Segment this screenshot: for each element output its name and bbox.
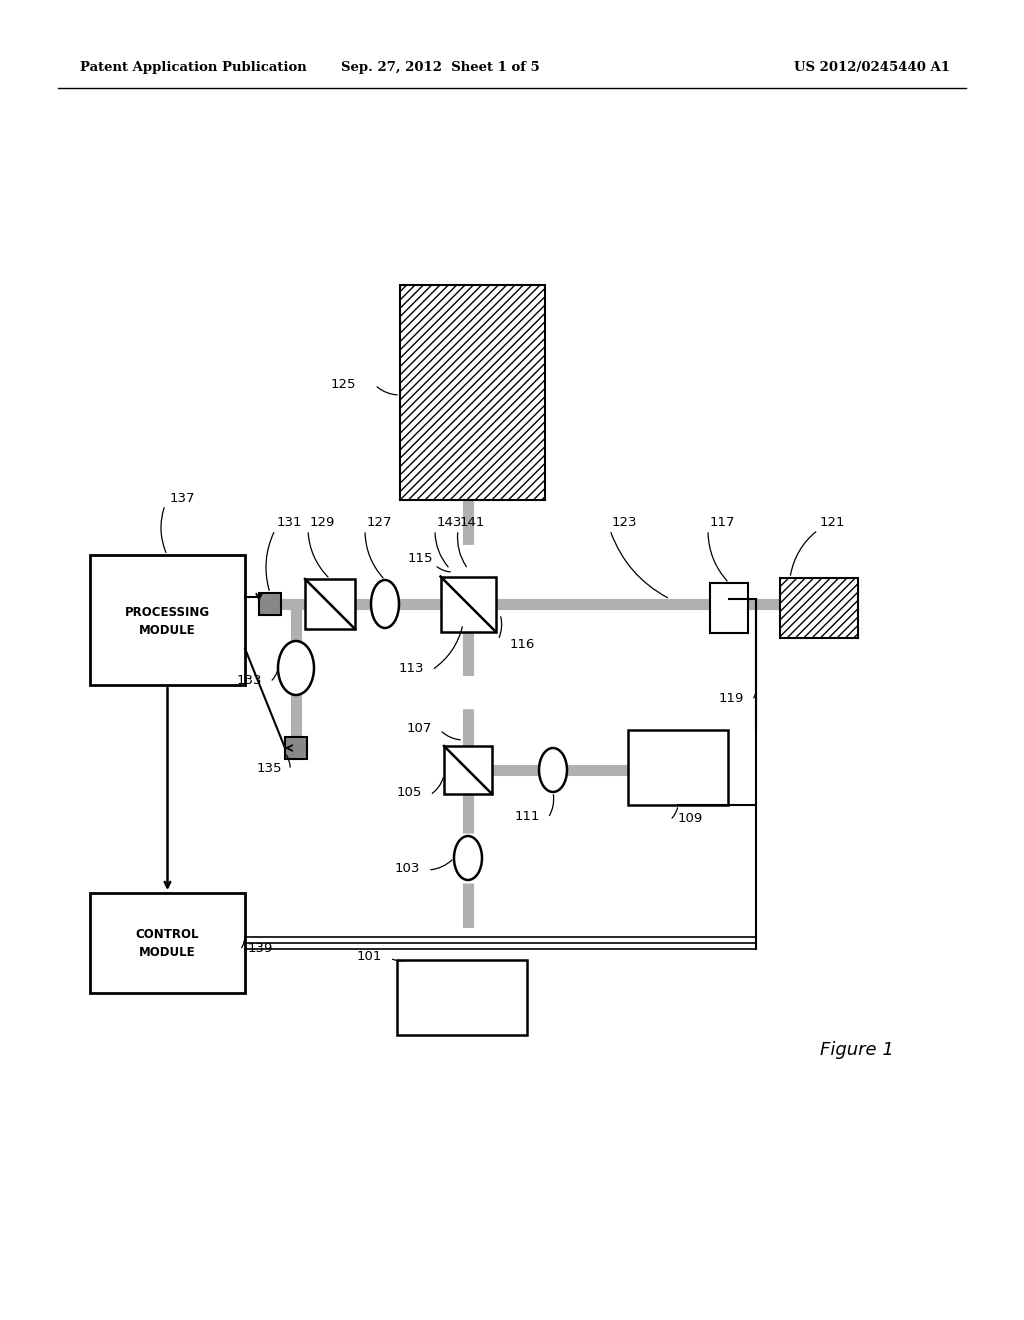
Text: 131: 131 bbox=[278, 516, 302, 529]
Text: 129: 129 bbox=[310, 516, 336, 529]
Text: 116: 116 bbox=[510, 639, 536, 652]
Bar bbox=[400, 285, 545, 500]
Text: 101: 101 bbox=[356, 949, 382, 962]
Text: 123: 123 bbox=[612, 516, 638, 529]
Bar bbox=[444, 746, 492, 795]
Text: 111: 111 bbox=[514, 809, 540, 822]
Text: 135: 135 bbox=[256, 762, 282, 775]
Text: MODULE: MODULE bbox=[139, 623, 196, 636]
Text: 107: 107 bbox=[407, 722, 432, 734]
Bar bbox=[285, 737, 307, 759]
Text: 109: 109 bbox=[678, 812, 703, 825]
Text: PROCESSING: PROCESSING bbox=[125, 606, 210, 619]
Text: 141: 141 bbox=[460, 516, 485, 529]
Text: Patent Application Publication: Patent Application Publication bbox=[80, 62, 307, 74]
Text: MODULE: MODULE bbox=[139, 946, 196, 960]
Ellipse shape bbox=[278, 642, 314, 696]
Text: 139: 139 bbox=[248, 941, 273, 954]
Text: 105: 105 bbox=[396, 787, 422, 800]
Text: Sep. 27, 2012  Sheet 1 of 5: Sep. 27, 2012 Sheet 1 of 5 bbox=[341, 62, 540, 74]
Text: Figure 1: Figure 1 bbox=[820, 1041, 894, 1059]
Text: 127: 127 bbox=[367, 516, 392, 529]
Text: 103: 103 bbox=[394, 862, 420, 874]
Text: 115: 115 bbox=[408, 552, 433, 565]
Bar bbox=[628, 730, 728, 805]
Text: 121: 121 bbox=[820, 516, 846, 529]
Bar bbox=[90, 554, 245, 685]
Bar bbox=[305, 579, 355, 630]
Text: 125: 125 bbox=[331, 379, 356, 392]
Bar bbox=[259, 593, 281, 615]
Text: US 2012/0245440 A1: US 2012/0245440 A1 bbox=[794, 62, 950, 74]
Bar bbox=[90, 894, 245, 993]
Text: 133: 133 bbox=[237, 673, 262, 686]
Text: 119: 119 bbox=[719, 692, 744, 705]
Text: 137: 137 bbox=[170, 491, 196, 504]
Text: 143: 143 bbox=[437, 516, 463, 529]
Ellipse shape bbox=[454, 836, 482, 880]
Text: 117: 117 bbox=[710, 516, 735, 529]
Bar bbox=[780, 578, 858, 638]
Bar bbox=[710, 583, 748, 634]
Bar bbox=[440, 577, 496, 631]
Ellipse shape bbox=[371, 579, 399, 628]
Ellipse shape bbox=[539, 748, 567, 792]
Bar bbox=[397, 960, 527, 1035]
Text: 113: 113 bbox=[398, 661, 424, 675]
Text: CONTROL: CONTROL bbox=[136, 928, 200, 941]
